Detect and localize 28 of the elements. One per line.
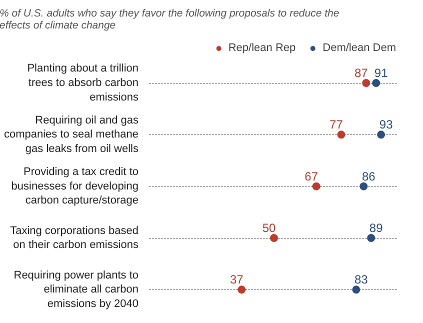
data-label: 37 bbox=[230, 272, 244, 287]
point bbox=[360, 182, 368, 190]
point bbox=[270, 234, 278, 242]
y-tick-label: Requiring oil and gas companies to seal methane gas leaks from oil wells bbox=[4, 114, 139, 156]
y-tick-label: Taxing corporations based on their carbon emissions bbox=[10, 224, 139, 252]
point bbox=[352, 286, 360, 294]
data-label: 91 bbox=[374, 66, 388, 80]
data-label: 93 bbox=[379, 118, 394, 132]
data-label: 50 bbox=[262, 221, 276, 235]
data-label: 83 bbox=[354, 272, 368, 287]
y-tick-label: Requiring power plants to eliminate all carbon emissions by 2040 bbox=[14, 269, 139, 310]
legend-label: Dem/lean Dem bbox=[322, 42, 396, 54]
y-tick-label: Planting about a trillion trees to absorb carbon emissions bbox=[27, 62, 139, 104]
y-tick-label: Providing a tax credit to businesses for developing carbon capture/storage bbox=[11, 166, 139, 207]
point bbox=[367, 234, 376, 242]
data-label: 77 bbox=[330, 118, 344, 132]
data-label: 67 bbox=[304, 169, 318, 184]
data-label: 86 bbox=[362, 169, 376, 184]
point bbox=[377, 130, 386, 139]
point bbox=[337, 130, 346, 139]
point bbox=[362, 79, 370, 87]
point bbox=[372, 79, 380, 87]
point bbox=[312, 182, 320, 190]
point bbox=[238, 286, 246, 294]
chart-title: % of U.S. adults who say they favor the following proposals to reduce the effects of climate change bbox=[0, 8, 340, 32]
data-label: 89 bbox=[369, 221, 384, 235]
legend-label: Rep/lean Rep bbox=[228, 42, 296, 54]
data-label: 87 bbox=[354, 66, 368, 80]
